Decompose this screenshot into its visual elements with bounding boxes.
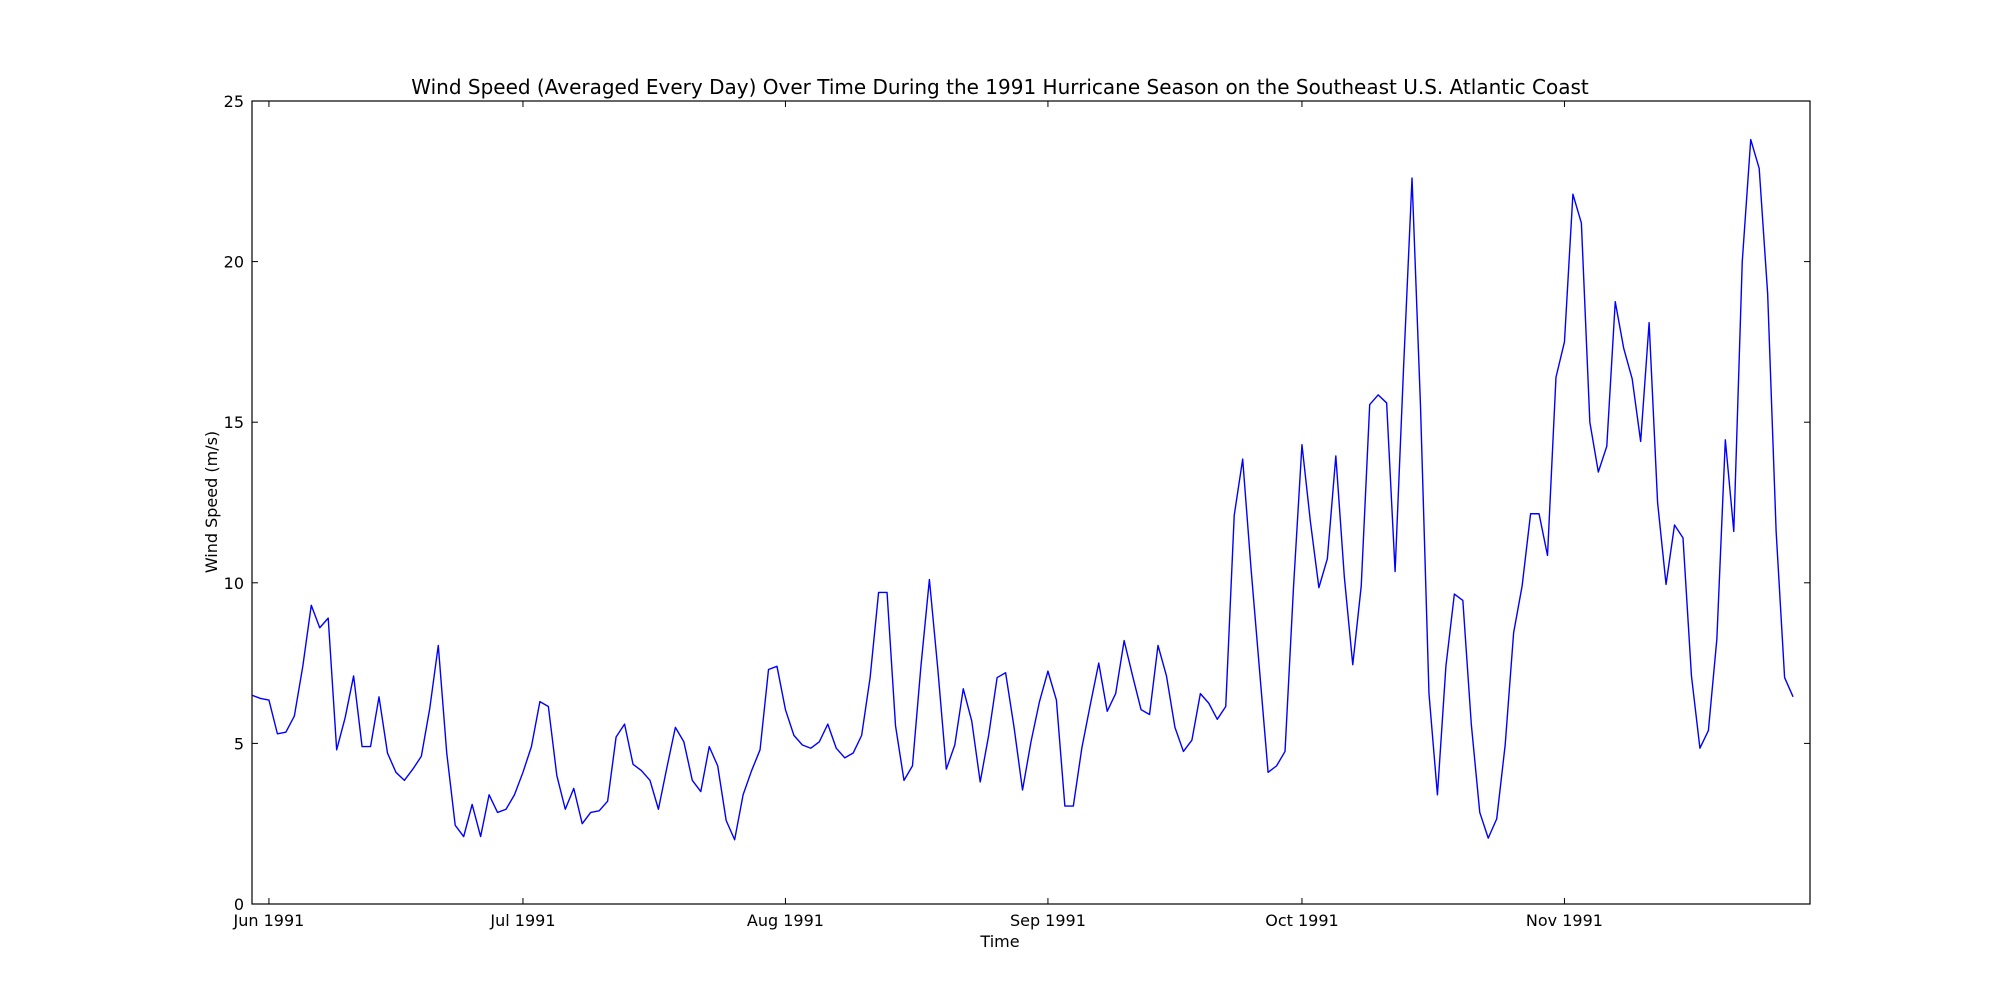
y-tick-label: 5 (234, 734, 244, 753)
x-tick-label: Jun 1991 (233, 911, 305, 930)
y-axis-title: Wind Speed (m/s) (202, 431, 221, 573)
axis-ticks: 0 5 10 15 20 25 Jun 1991 Jul 1991 Aug 1991 Sep 19… (224, 92, 1810, 930)
y-tick-label: 25 (224, 92, 244, 111)
series-layer (251, 138, 1794, 841)
plot-area-frame (251, 100, 1811, 905)
x-tick-label: Oct 1991 (1265, 911, 1338, 930)
x-tick-label: Sep 1991 (1010, 911, 1086, 930)
wind-speed-series-line (251, 138, 1794, 841)
y-tick-label: 0 (234, 895, 244, 914)
x-tick-label: Aug 1991 (747, 911, 824, 930)
chart-title: Wind Speed (Averaged Every Day) Over Tim… (411, 75, 1589, 99)
x-tick-label: Jul 1991 (489, 911, 555, 930)
x-axis-title: Time (979, 932, 1019, 951)
x-tick-label: Nov 1991 (1526, 911, 1603, 930)
y-tick-label: 20 (224, 253, 244, 272)
y-tick-label: 15 (224, 413, 244, 432)
y-tick-label: 10 (224, 574, 244, 593)
